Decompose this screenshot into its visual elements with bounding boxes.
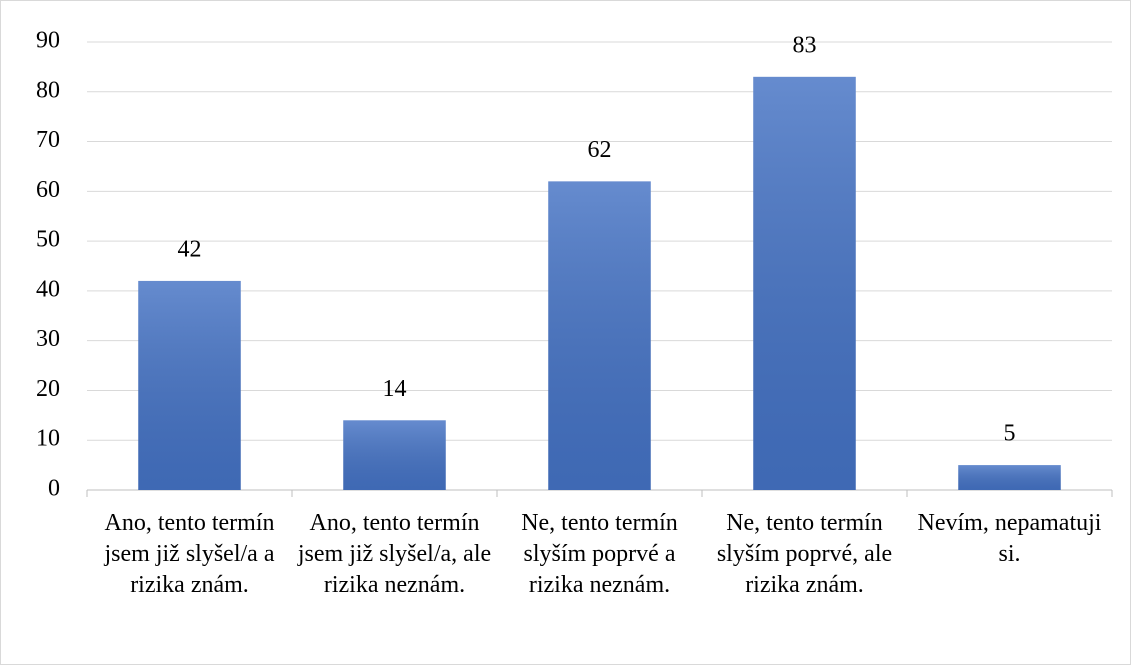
- data-label: 83: [793, 32, 817, 58]
- x-tick-label: Ne, tento termín slyším poprvé a rizika …: [521, 510, 678, 598]
- bar-shade: [138, 280, 241, 490]
- x-tick-label: Nevím, nepamatuji si.: [917, 510, 1102, 567]
- bar-shade: [343, 420, 446, 490]
- data-label: 62: [588, 137, 612, 163]
- bar-shade: [958, 465, 1061, 490]
- y-tick-label: 10: [36, 426, 60, 452]
- y-tick-label: 80: [36, 77, 60, 103]
- y-tick-label: 60: [36, 177, 60, 203]
- y-tick-label: 50: [36, 227, 60, 253]
- x-tick-label: Ano, tento termín jsem již slyšel/a a ri…: [104, 510, 275, 598]
- y-tick-label: 30: [36, 326, 60, 352]
- y-tick-label: 40: [36, 276, 60, 302]
- data-label: 14: [383, 376, 407, 402]
- y-tick-label: 20: [36, 376, 60, 402]
- y-tick-label: 70: [36, 127, 60, 153]
- x-tick-label: Ne, tento termín slyším poprvé, ale rizi…: [716, 510, 893, 598]
- data-label: 5: [1004, 421, 1016, 447]
- bar-shade: [753, 76, 856, 490]
- y-tick-label: 90: [36, 28, 60, 54]
- y-tick-label: 0: [48, 476, 60, 502]
- data-label: 42: [178, 236, 202, 262]
- x-tick-label: Ano, tento termín jsem již slyšel/a, ale…: [297, 510, 492, 598]
- bar-shade: [548, 181, 651, 490]
